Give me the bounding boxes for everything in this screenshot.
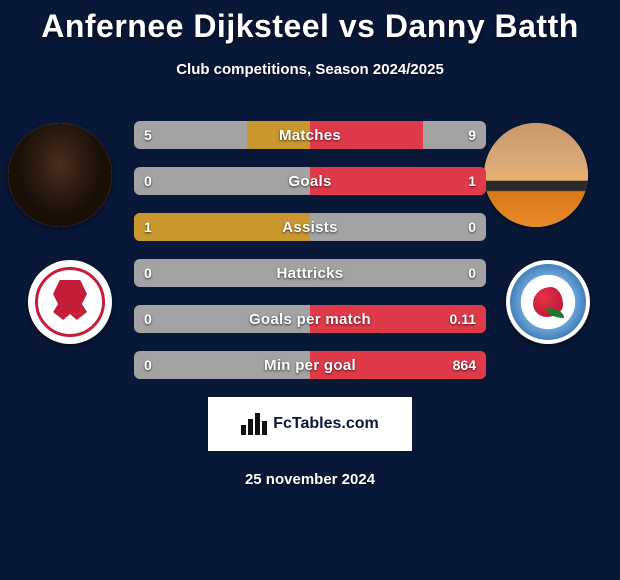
player-right-avatar [484, 123, 588, 227]
player-left-avatar [8, 123, 112, 227]
player-right-avatar-img [484, 123, 588, 227]
stat-row: Goals0 1 [134, 167, 486, 195]
stat-value-left: 0 [134, 351, 162, 379]
stat-label: Matches [134, 121, 486, 149]
club-right-crest-inner [510, 264, 586, 340]
stat-label: Goals per match [134, 305, 486, 333]
stat-value-right: 0 [458, 213, 486, 241]
stat-value-right: 0 [458, 259, 486, 287]
stat-value-right: 864 [443, 351, 486, 379]
club-left-crest [28, 260, 112, 344]
stat-row: Hattricks0 0 [134, 259, 486, 287]
date-text: 25 november 2024 [0, 471, 620, 488]
stat-bars: Matches59Goals01Assists10Hattricks00Goal… [134, 121, 486, 379]
stat-value-left: 5 [134, 121, 162, 149]
stat-label: Min per goal [134, 351, 486, 379]
stat-label: Assists [134, 213, 486, 241]
watermark-text: FcTables.com [273, 415, 379, 433]
stat-value-right: 0.11 [440, 305, 486, 333]
club-right-crest [506, 260, 590, 344]
stat-value-left: 0 [134, 259, 162, 287]
barchart-icon [241, 413, 267, 435]
stat-value-left: 0 [134, 305, 162, 333]
comparison-content: Matches59Goals01Assists10Hattricks00Goal… [0, 105, 620, 488]
stat-row: Goals per match0 0.11 [134, 305, 486, 333]
page-subtitle: Club competitions, Season 2024/2025 [0, 61, 620, 78]
watermark: FcTables.com [208, 397, 412, 451]
stat-value-left: 1 [134, 213, 162, 241]
stat-row: Assists1 0 [134, 213, 486, 241]
stat-row: Min per goal0 864 [134, 351, 486, 379]
stat-label: Goals [134, 167, 486, 195]
stat-value-right: 9 [458, 121, 486, 149]
page-title: Anfernee Dijksteel vs Danny Batth [0, 0, 620, 45]
stat-value-left: 0 [134, 167, 162, 195]
stat-value-right: 1 [458, 167, 486, 195]
stat-label: Hattricks [134, 259, 486, 287]
player-left-avatar-img [8, 123, 112, 227]
stat-row: Matches5 9 [134, 121, 486, 149]
club-left-crest-inner [35, 267, 105, 337]
